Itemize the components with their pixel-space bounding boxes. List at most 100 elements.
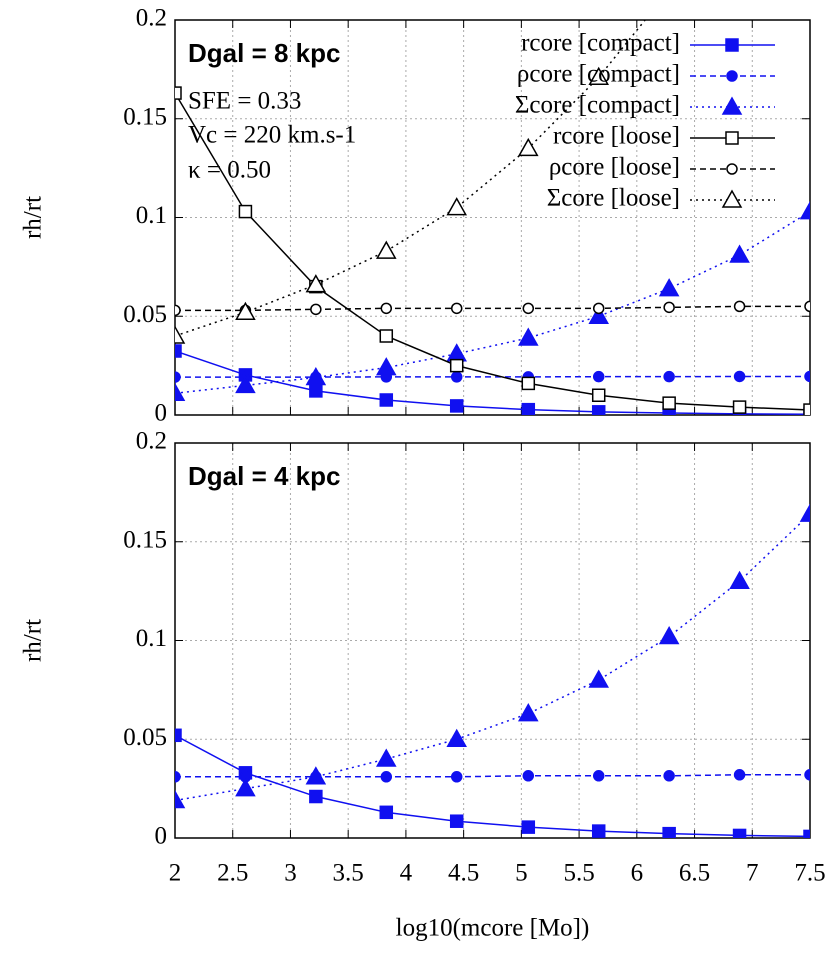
marker-circle	[175, 371, 181, 383]
marker-square	[175, 86, 182, 100]
y-tick-label: 0.15	[123, 526, 167, 553]
x-tick-label: 5.5	[563, 860, 594, 887]
marker-circle	[592, 770, 605, 782]
y-axis-label: rh/rt	[20, 619, 47, 662]
marker-square	[803, 403, 810, 415]
marker-square	[309, 789, 323, 804]
marker-triangle	[235, 301, 256, 321]
marker-square	[662, 826, 676, 838]
marker-triangle	[235, 778, 256, 797]
marker-triangle	[305, 766, 327, 785]
marker-triangle	[518, 327, 539, 346]
marker-triangle	[305, 274, 327, 293]
marker-square	[379, 393, 394, 407]
marker-triangle	[588, 305, 610, 324]
y-axis-label: rh/rt	[20, 196, 47, 239]
marker-square	[449, 814, 464, 828]
x-tick-label: 2	[169, 860, 182, 887]
x-tick-label: 7	[746, 860, 759, 887]
x-tick-label: 2.5	[217, 860, 248, 887]
y-tick-label: 0.05	[123, 301, 167, 328]
marker-triangle	[446, 343, 467, 362]
marker-square	[449, 358, 464, 373]
marker-square	[379, 805, 394, 820]
annotation: SFE = 0.33	[188, 88, 301, 115]
x-tick-label: 6	[631, 860, 644, 887]
legend-label: Σcore [loose]	[547, 185, 680, 212]
x-tick-label: 6.5	[679, 860, 710, 887]
x-tick-label: 7.5	[794, 860, 825, 887]
marker-circle	[592, 370, 605, 383]
marker-circle	[522, 770, 535, 782]
legend-label: rcore [loose]	[553, 123, 680, 150]
y-tick-label: 0.1	[136, 202, 167, 229]
marker-circle	[804, 300, 810, 313]
series-line	[175, 734, 810, 838]
marker-circle	[380, 302, 393, 315]
marker-triangle	[729, 570, 750, 589]
marker-circle	[522, 302, 535, 315]
marker-triangle	[518, 137, 539, 157]
marker-square	[175, 728, 182, 743]
annotation: Dgal = 4 kpc	[188, 461, 340, 491]
marker-square	[238, 204, 253, 219]
marker-square	[521, 820, 536, 834]
marker-circle	[310, 303, 322, 316]
marker-square	[521, 376, 536, 391]
x-tick-label: 4.5	[448, 860, 479, 887]
marker-circle	[450, 771, 463, 783]
marker-circle	[592, 302, 605, 315]
marker-square	[662, 396, 676, 410]
x-tick-label: 4	[400, 860, 413, 887]
marker-triangle	[588, 669, 610, 688]
marker-triangle	[175, 789, 186, 809]
x-tick-label: 5	[515, 860, 528, 887]
series-line	[175, 350, 810, 415]
annotation: κ = 0.50	[188, 157, 271, 184]
marker-triangle	[518, 703, 539, 722]
y-tick-label: 0	[155, 823, 168, 850]
y-tick-label: 0.15	[123, 103, 167, 130]
plot-area	[175, 20, 810, 415]
marker-square	[379, 329, 394, 343]
marker-triangle	[721, 189, 743, 208]
marker-square	[309, 384, 323, 398]
marker-circle	[450, 302, 463, 315]
series-line	[175, 92, 810, 411]
marker-circle	[175, 304, 181, 317]
marker-triangle	[658, 278, 680, 297]
marker-triangle	[375, 357, 397, 376]
y-tick-label: 0	[155, 400, 168, 427]
marker-circle	[380, 771, 393, 783]
marker-square	[591, 824, 606, 838]
marker-triangle	[729, 244, 750, 263]
legend-label: ρcore [compact]	[517, 61, 680, 88]
marker-triangle	[799, 503, 810, 522]
marker-triangle	[375, 748, 397, 767]
marker-circle	[804, 370, 810, 383]
marker-circle	[450, 371, 463, 383]
marker-square	[725, 131, 739, 145]
marker-square	[175, 344, 182, 358]
marker-triangle	[588, 66, 610, 86]
legend-label: Σcore [compact]	[515, 92, 680, 119]
x-tick-label: 3	[284, 860, 297, 887]
marker-square	[591, 388, 606, 402]
marker-triangle	[446, 728, 467, 747]
series-line	[175, 305, 810, 312]
marker-triangle	[446, 197, 467, 216]
marker-square	[732, 828, 747, 838]
marker-triangle	[658, 626, 680, 645]
marker-square	[725, 38, 739, 52]
marker-triangle	[175, 382, 186, 402]
marker-triangle	[305, 366, 327, 386]
series-line	[175, 513, 810, 802]
marker-square	[449, 399, 464, 413]
marker-square	[803, 829, 810, 838]
marker-circle	[733, 300, 746, 313]
annotation: Vc = 220 km.s-1	[188, 122, 356, 149]
marker-circle	[726, 70, 738, 82]
series-line	[175, 774, 810, 778]
marker-triangle	[721, 96, 743, 115]
marker-circle	[175, 771, 181, 783]
